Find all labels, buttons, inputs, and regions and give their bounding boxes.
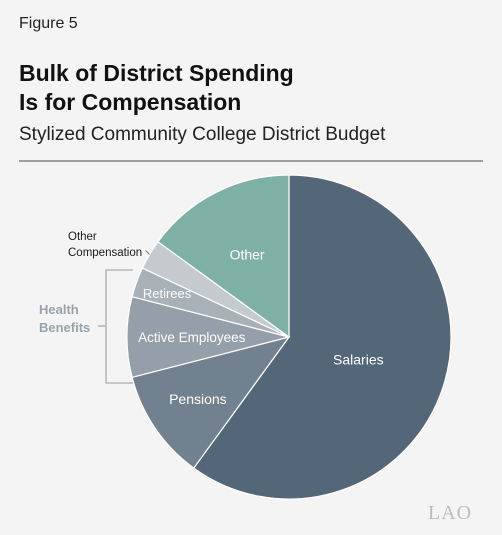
chart-title-line1: Bulk of District Spending (19, 60, 294, 86)
health-benefits-annotation: Health Benefits (39, 269, 133, 384)
health-benefits-label-line1: Health (39, 302, 79, 317)
label-pensions: Pensions (169, 391, 227, 407)
other-compensation-leader (145, 250, 150, 255)
label-active-employees: Active Employees (138, 330, 246, 345)
title-divider (19, 160, 483, 162)
figure-label: Figure 5 (19, 15, 78, 32)
health-benefits-label-line2: Benefits (39, 320, 90, 335)
slice-pensions (131, 336, 291, 469)
label-other: Other (230, 247, 265, 263)
chart-subtitle: Stylized Community College District Budg… (19, 124, 386, 145)
pie-labels: Salaries Pensions Active Employees Retirees… (68, 231, 384, 407)
chart-title: Bulk of District Spending Is for Compens… (19, 59, 479, 117)
chart-title-line2: Is for Compensation (19, 89, 242, 115)
lao-logo: LAO (428, 502, 473, 524)
label-salaries: Salaries (333, 352, 384, 368)
label-retirees: Retirees (143, 286, 192, 301)
slice-other (157, 174, 290, 339)
label-other-compensation-line1: Other (68, 231, 97, 243)
label-other-compensation-line2: Compensation (68, 247, 142, 259)
slice-salaries (192, 174, 452, 500)
pie-slices (126, 174, 452, 500)
